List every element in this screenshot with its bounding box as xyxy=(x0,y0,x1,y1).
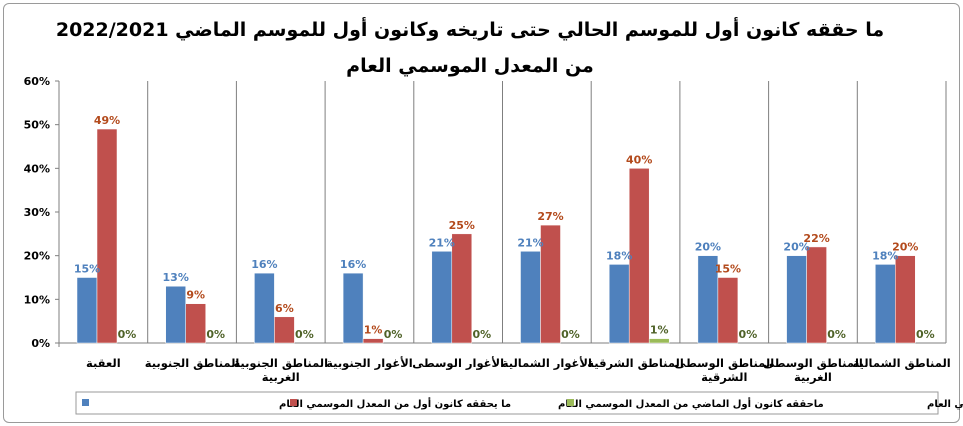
x-category-label: الأغوار الجنوبية xyxy=(326,356,413,371)
y-tick-label: 60% xyxy=(24,75,50,88)
bar xyxy=(648,338,670,344)
bar xyxy=(76,277,98,344)
bar xyxy=(342,272,364,344)
data-label: 25% xyxy=(449,219,475,232)
chart-frame xyxy=(3,3,960,423)
data-label: 15% xyxy=(715,263,741,276)
x-category-label: الأغوار الوسطى xyxy=(412,356,504,371)
bar xyxy=(96,128,118,344)
data-label: 49% xyxy=(94,114,120,127)
bar xyxy=(540,224,561,344)
legend-box xyxy=(75,391,939,415)
x-category-label: الغربية xyxy=(794,370,832,384)
data-label: 0% xyxy=(916,328,935,341)
bar xyxy=(451,233,473,344)
data-label: 40% xyxy=(626,153,652,166)
y-axis-ticks: 0% 10% 20% 30% 40% 50% 60% xyxy=(24,75,59,350)
y-tick-label: 20% xyxy=(24,250,50,263)
legend-swatch xyxy=(567,399,574,406)
bar xyxy=(274,316,295,344)
data-label: 16% xyxy=(340,258,366,271)
data-label: 0% xyxy=(827,328,846,341)
data-label: 0% xyxy=(384,328,403,341)
x-category-label: المناطق الجنوبية xyxy=(233,356,328,371)
data-label: 0% xyxy=(206,328,225,341)
bar xyxy=(165,285,186,344)
y-tick-label: 10% xyxy=(24,293,50,306)
x-category-label: الغربية xyxy=(262,370,300,384)
x-category-label: الأغوار الشمالية xyxy=(502,356,592,371)
bar xyxy=(786,255,807,344)
data-label: 6% xyxy=(275,302,294,315)
data-label: 13% xyxy=(163,271,189,284)
x-category-label: الشرقية xyxy=(701,370,747,384)
x-category-label: المناطق الشمالية xyxy=(853,356,951,370)
x-category-label: المناطق الوسطى xyxy=(674,356,774,371)
data-labels: 18%20%20%18%21%21%16%16%13%15%20%22%15%4… xyxy=(74,114,935,341)
data-label: 9% xyxy=(186,289,205,302)
data-label: 20% xyxy=(695,241,721,254)
bar xyxy=(895,255,916,344)
legend-swatch xyxy=(82,399,89,406)
data-label: 0% xyxy=(561,328,580,341)
y-tick-label: 50% xyxy=(24,119,50,132)
legend-label: ما يحققه كانون أول من المعدل الموسمي الع… xyxy=(279,397,511,410)
bar xyxy=(185,303,206,344)
data-label: 0% xyxy=(472,328,491,341)
bar xyxy=(431,251,453,344)
y-tick-label: 30% xyxy=(24,206,50,219)
data-label: 20% xyxy=(892,241,918,254)
data-label: 0% xyxy=(295,328,314,341)
bars xyxy=(76,128,916,344)
chart-title-line-2: من المعدل الموسمي العام xyxy=(346,55,594,77)
x-category-label: المناطق الجنوبية xyxy=(145,356,240,371)
data-label: 0% xyxy=(118,328,137,341)
data-label: 15% xyxy=(74,263,100,276)
data-label: 1% xyxy=(364,324,383,337)
data-label: 18% xyxy=(872,249,898,262)
legend-label: ماحققه كانون أول للموسم الحالي حتى تاريخ… xyxy=(927,397,963,410)
chart-title-line-1: ما حققه كانون أول للموسم الحالي حتى تاري… xyxy=(56,17,884,41)
bar xyxy=(628,168,650,344)
data-label: 27% xyxy=(537,210,563,223)
bar xyxy=(608,264,630,344)
data-label: 16% xyxy=(251,258,277,271)
y-tick-label: 0% xyxy=(31,337,50,350)
x-category-label: المناطق الشرقية xyxy=(587,356,684,370)
bar xyxy=(717,277,739,344)
legend-label: ماحققه كانون أول الماضي من المعدل الموسم… xyxy=(558,397,824,410)
bar xyxy=(806,246,827,344)
bar xyxy=(362,338,384,344)
bar xyxy=(520,251,541,344)
data-label: 0% xyxy=(739,328,758,341)
x-category-label: العقبة xyxy=(86,356,121,370)
data-label: 20% xyxy=(783,241,809,254)
bar xyxy=(875,264,896,344)
data-label: 1% xyxy=(650,324,669,337)
bar xyxy=(254,272,275,344)
data-label: 21% xyxy=(429,236,455,249)
y-tick-label: 40% xyxy=(24,162,50,175)
data-label: 18% xyxy=(606,249,632,262)
x-category-label: المناطق الوسطى xyxy=(763,356,863,371)
legend-swatch xyxy=(290,399,297,406)
legend: ما يحققه كانون أول من المعدل الموسمي الع… xyxy=(75,391,963,415)
data-label: 21% xyxy=(517,236,543,249)
data-label: 22% xyxy=(803,232,829,245)
